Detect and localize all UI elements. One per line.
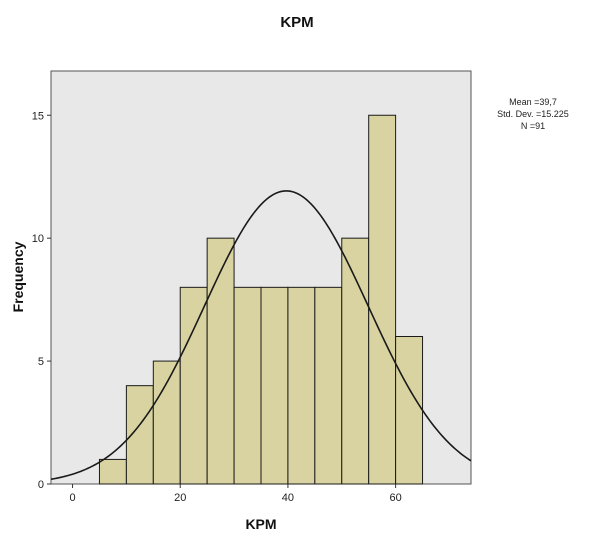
x-axis-label: KPM (245, 516, 276, 532)
y-axis-ticks: 0 5 10 15 (32, 110, 51, 491)
histogram-bar (287, 286, 316, 485)
x-tick-label: 40 (282, 492, 294, 504)
histogram-bar (341, 237, 370, 485)
histogram-bar (98, 458, 127, 485)
histogram-bar (314, 286, 343, 485)
histogram-bar (395, 336, 424, 485)
y-tick-label: 10 (32, 233, 44, 245)
y-tick-label: 5 (38, 356, 44, 368)
stats-annotation: Mean =39,7 Std. Dev. =15.225 N =91 (497, 97, 569, 131)
stats-std-dev: Std. Dev. =15.225 (497, 109, 569, 119)
x-axis-ticks: 0 20 40 60 (69, 484, 402, 504)
normal-curve (50, 190, 472, 481)
chart-title: KPM (280, 14, 313, 31)
histogram-bar (233, 286, 262, 485)
histogram-bar (260, 286, 289, 485)
histogram-bar (179, 286, 208, 485)
y-tick-label: 0 (38, 479, 44, 491)
stats-mean: Mean =39,7 (509, 97, 557, 107)
y-tick-label: 15 (32, 110, 44, 122)
histogram-bar (368, 114, 397, 485)
stats-n: N =91 (521, 121, 545, 131)
x-tick-label: 0 (69, 492, 75, 504)
x-tick-label: 20 (174, 492, 186, 504)
y-axis-label: Frequency (10, 241, 26, 312)
histogram-bar (152, 360, 181, 485)
histogram-bar (206, 237, 235, 485)
histogram-bars (98, 114, 424, 485)
x-tick-label: 60 (389, 492, 401, 504)
